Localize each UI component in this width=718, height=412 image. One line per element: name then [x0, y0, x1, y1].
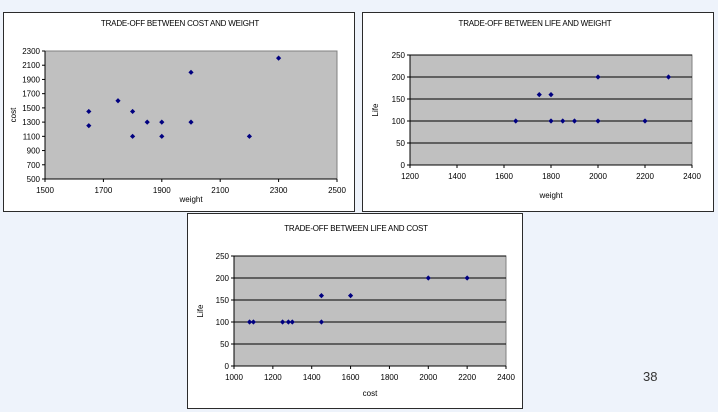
data-point	[464, 275, 470, 281]
data-point	[425, 275, 431, 281]
y-tick-label: 2100	[22, 61, 40, 70]
x-tick-label: 2500	[328, 186, 346, 195]
y-tick-label: 900	[27, 147, 41, 156]
x-tick-label: 2200	[636, 172, 654, 181]
data-point	[665, 74, 672, 80]
data-point	[279, 319, 286, 325]
data-point	[289, 319, 295, 325]
x-tick-label: 1900	[153, 186, 171, 195]
y-tick-label: 200	[392, 73, 406, 82]
x-tick-label: 1400	[303, 373, 321, 382]
x-tick-label: 1200	[401, 172, 419, 181]
x-tick-label: 2200	[458, 373, 476, 382]
data-point	[560, 118, 566, 124]
y-tick-label: 2300	[22, 47, 40, 56]
data-point	[595, 74, 601, 80]
y-tick-label: 150	[392, 95, 406, 104]
x-tick-label: 1800	[381, 373, 399, 382]
x-tick-label: 1800	[542, 172, 560, 181]
plot-area	[409, 54, 693, 166]
chart-cost-vs-weight: TRADE-OFF BETWEEN COST AND WEIGHT 500 700 9…	[3, 12, 355, 212]
y-tick-label: 200	[216, 274, 230, 283]
data-point	[548, 118, 554, 124]
x-tick-label: 2400	[497, 373, 515, 382]
data-point	[571, 118, 578, 124]
data-point	[159, 133, 165, 139]
y-axis-label: cost	[9, 107, 18, 122]
y-tick-label: 1300	[22, 118, 40, 127]
y-tick-label: 500	[27, 175, 41, 184]
x-tick-label: 2000	[419, 373, 437, 382]
data-point	[144, 119, 150, 125]
x-tick-label: 1500	[36, 186, 54, 195]
x-tick-label: 1200	[264, 373, 282, 382]
y-tick-label: 250	[392, 51, 406, 60]
y-tick-label: 1500	[22, 104, 40, 113]
data-point	[246, 319, 253, 325]
x-tick-label: 2100	[211, 186, 229, 195]
data-point	[130, 108, 136, 115]
y-axis-label: Life	[371, 103, 380, 116]
data-point	[188, 69, 194, 75]
data-point	[536, 92, 542, 98]
y-tick-label: 0	[225, 362, 230, 371]
chart-title: TRADE-OFF BETWEEN COST AND WEIGHT	[101, 19, 259, 28]
y-axis-label: Life	[196, 304, 205, 317]
data-point	[513, 118, 519, 124]
data-point	[159, 119, 165, 125]
data-point	[595, 118, 601, 124]
data-point	[276, 55, 282, 61]
x-tick-label: 1400	[448, 172, 466, 181]
data-point	[642, 118, 648, 124]
data-point	[318, 319, 325, 325]
x-tick-label: 1600	[495, 172, 513, 181]
x-tick-label: 1600	[342, 373, 360, 382]
y-tick-label: 100	[216, 318, 230, 327]
y-tick-label: 1900	[22, 75, 40, 84]
y-tick-label: 100	[392, 117, 406, 126]
chart-life-vs-cost-svg: TRADE-OFF BETWEEN LIFE AND COST 0 50 100 150…	[196, 224, 515, 398]
chart-life-vs-weight: TRADE-OFF BETWEEN LIFE AND WEIGHT 0 50 100 1…	[362, 12, 714, 212]
x-tick-label: 2300	[270, 186, 288, 195]
data-point	[548, 92, 554, 98]
data-point	[130, 133, 136, 139]
y-tick-label: 1100	[23, 132, 41, 141]
x-tick-label: 2000	[589, 172, 607, 181]
data-point	[188, 119, 194, 125]
x-tick-label: 1000	[225, 373, 243, 382]
y-tick-label: 50	[396, 139, 405, 148]
data-point	[285, 319, 291, 325]
y-tick-label: 700	[27, 161, 41, 170]
plot-area	[233, 255, 507, 367]
chart-life-vs-cost: TRADE-OFF BETWEEN LIFE AND COST 0 50 100 150…	[187, 213, 523, 409]
data-point	[86, 123, 92, 129]
y-tick-label: 250	[216, 252, 230, 261]
data-point	[86, 108, 92, 115]
chart-life-vs-weight-svg: TRADE-OFF BETWEEN LIFE AND WEIGHT 0 50 100 1…	[371, 19, 701, 200]
y-tick-label: 50	[220, 340, 229, 349]
data-point	[115, 98, 121, 104]
chart-title: TRADE-OFF BETWEEN LIFE AND WEIGHT	[459, 19, 612, 28]
data-point	[250, 319, 257, 325]
page-number: 38	[643, 369, 658, 384]
y-tick-label: 150	[216, 296, 230, 305]
x-tick-label: 1700	[95, 186, 113, 195]
data-point	[246, 133, 252, 139]
x-axis-label: weight	[538, 191, 563, 200]
y-tick-label: 1700	[22, 90, 40, 99]
x-tick-label: 2400	[683, 172, 701, 181]
y-tick-label: 0	[401, 161, 406, 170]
x-axis-label: cost	[363, 389, 378, 398]
chart-cost-vs-weight-svg: TRADE-OFF BETWEEN COST AND WEIGHT 500 700 9…	[9, 19, 346, 204]
x-axis-label: weight	[178, 195, 203, 204]
chart-title: TRADE-OFF BETWEEN LIFE AND COST	[284, 224, 428, 233]
